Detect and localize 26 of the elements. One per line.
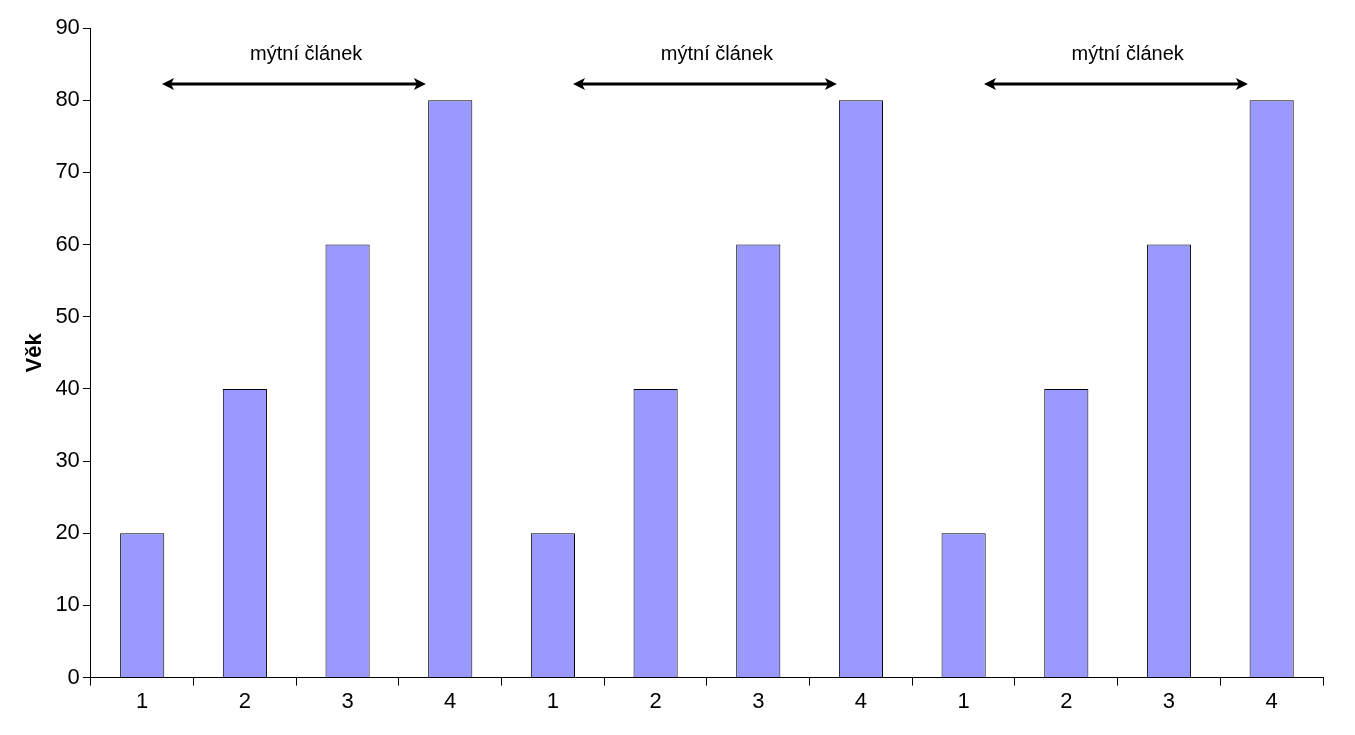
x-tick-label: 1 — [136, 687, 149, 713]
annotation: mýtní článek — [660, 41, 775, 64]
x-tick-label: 2 — [1060, 687, 1073, 713]
x-tick-label: 1 — [957, 687, 970, 713]
y-tick-label: 10 — [55, 591, 80, 617]
x-tick-label: 4 — [854, 687, 868, 713]
x-tick-label: 4 — [444, 687, 457, 713]
x-tick-label: 1 — [546, 687, 560, 713]
x-tick-label: 3 — [752, 687, 765, 713]
y-axis-title: Věk — [21, 332, 47, 373]
y-tick-label: 20 — [55, 519, 80, 545]
y-tick-label: 80 — [55, 86, 80, 112]
y-tick-label: 90 — [55, 14, 80, 40]
y-tick-label: 0 — [67, 663, 80, 689]
y-tick-label: 30 — [55, 447, 80, 473]
x-tick-label: 2 — [649, 687, 662, 713]
y-tick-label: 70 — [55, 158, 80, 184]
y-tick-label: 40 — [55, 374, 80, 400]
x-tick-label: 3 — [1162, 687, 1176, 713]
annotation: mýtní článek — [250, 41, 364, 64]
y-tick-label: 50 — [55, 302, 80, 328]
x-tick-label: 3 — [341, 687, 354, 713]
x-tick-label: 2 — [238, 687, 252, 713]
x-tick-label: 4 — [1265, 687, 1278, 713]
annotation: mýtní článek — [1071, 41, 1185, 64]
y-tick-label: 60 — [55, 230, 80, 256]
